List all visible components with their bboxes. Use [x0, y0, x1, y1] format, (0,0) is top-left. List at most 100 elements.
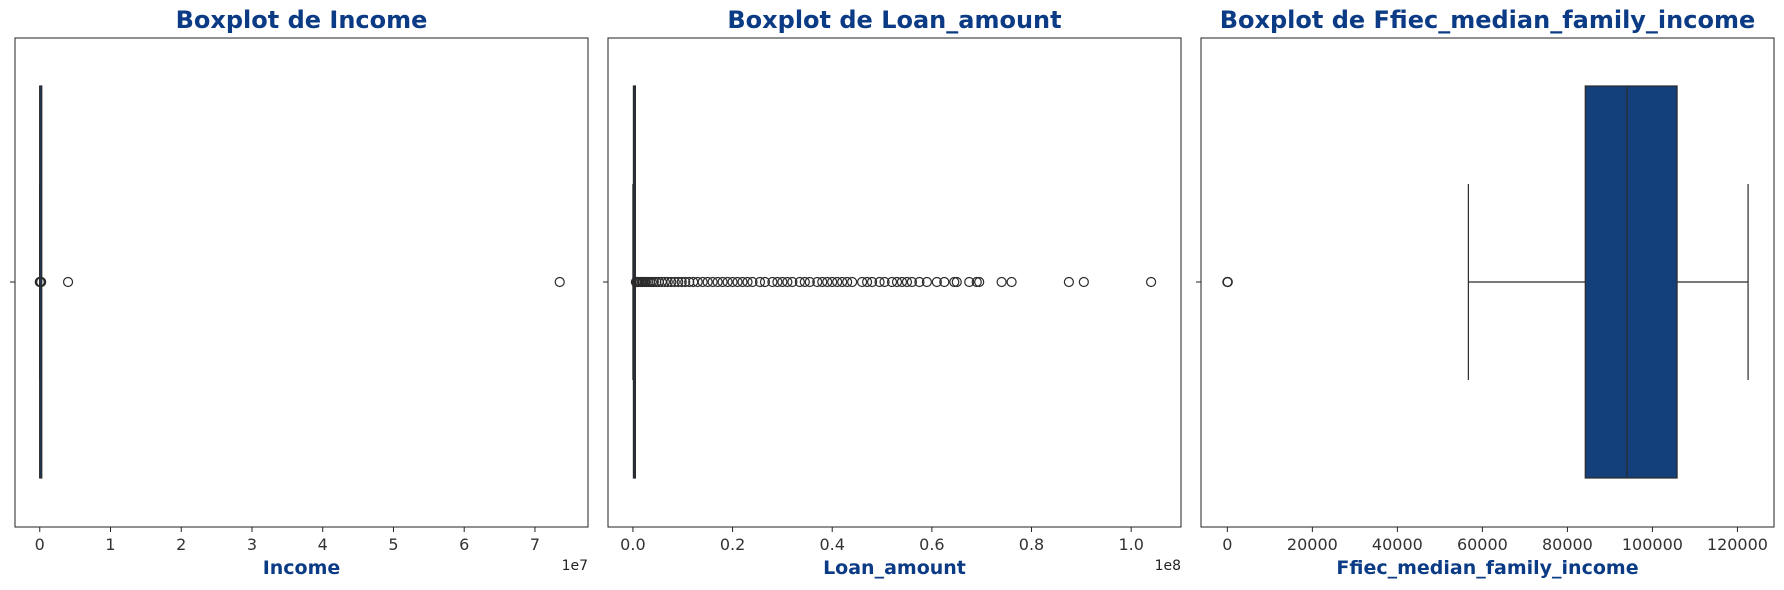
x-axis-ticks: 0 1 2 3 4 5 6 7: [35, 527, 540, 554]
boxplot-marks: [630, 85, 1157, 479]
chart-title: Boxplot de Ffiec_median_family_income: [1220, 6, 1756, 34]
x-tick-label: 20000: [1287, 535, 1338, 554]
outlier-point: [666, 276, 677, 288]
x-tick-label: 0.2: [720, 535, 745, 554]
outlier-point: [891, 276, 903, 288]
outlier-point: [879, 276, 890, 288]
boxplot-marks: [1222, 85, 1749, 479]
outlier-point: [554, 276, 565, 288]
outlier-point: [1078, 276, 1089, 288]
x-tick-label: 0.4: [819, 535, 844, 554]
outlier-point: [1063, 276, 1074, 288]
outlier-point: [697, 276, 708, 288]
x-tick-label: 0.6: [919, 535, 944, 554]
outlier-point: [822, 276, 833, 288]
outlier-point: [707, 276, 718, 288]
outlier-point: [817, 276, 828, 288]
outlier-point: [772, 276, 783, 288]
outlier-point: [673, 276, 684, 288]
x-tick-label: 7: [530, 535, 540, 554]
x-tick-label: 0.8: [1019, 535, 1044, 554]
x-axis-label: Ffiec_median_family_income: [1336, 557, 1638, 579]
outlier-point: [896, 276, 908, 288]
x-tick-label: 4: [318, 535, 328, 554]
outlier-point: [921, 276, 932, 288]
outlier-point: [799, 276, 810, 288]
outlier-point: [939, 276, 950, 288]
outlier-point: [964, 276, 975, 288]
outlier-point: [777, 276, 788, 288]
chart-title: Boxplot de Income: [176, 6, 428, 34]
outlier-point: [787, 276, 798, 288]
x-tick-label: 1.0: [1118, 535, 1143, 554]
outlier-point: [648, 276, 659, 288]
outlier-point: [747, 276, 758, 288]
outlier-point: [931, 276, 942, 288]
x-axis-label: Loan_amount: [823, 557, 966, 579]
outlier-point: [722, 276, 733, 288]
outlier-point: [676, 276, 687, 288]
outlier-point: [680, 276, 691, 288]
outlier-point: [712, 276, 723, 288]
loan-amount-boxplot-panel: Boxplot de Loan_amount 0.0 0.2 0.4 0.6 0.8 1.…: [603, 6, 1182, 579]
outlier-point: [759, 276, 771, 288]
outlier-point: [767, 276, 778, 288]
outlier-point: [62, 276, 74, 288]
plot-frame: [14, 37, 589, 528]
outlier-point: [914, 276, 925, 288]
outlier-point: [702, 276, 713, 288]
x-tick-label: 80000: [1542, 535, 1593, 554]
outlier-point: [662, 276, 673, 288]
outlier-point: [996, 276, 1007, 288]
outlier-point: [1146, 276, 1157, 288]
x-tick-label: 2: [176, 535, 186, 554]
outlier-point: [742, 276, 753, 288]
x-tick-label: 0: [35, 535, 45, 554]
outlier-point: [874, 276, 885, 288]
outlier-point: [692, 276, 703, 288]
outlier-point: [832, 276, 843, 288]
outlier-point: [901, 276, 913, 288]
outlier-point: [906, 276, 918, 288]
outlier-point: [861, 276, 873, 288]
outlier-point: [737, 276, 748, 288]
x-tick-label: 120000: [1707, 535, 1768, 554]
x-tick-label: 40000: [1372, 535, 1423, 554]
x-tick-label: 0: [1222, 535, 1232, 554]
outlier-point: [1006, 276, 1017, 288]
outlier-point: [886, 276, 898, 288]
outlier-point: [717, 276, 728, 288]
outlier-point: [847, 276, 858, 288]
x-tick-label: 6: [459, 535, 469, 554]
outlier-point: [971, 276, 982, 288]
outlier-point: [974, 276, 985, 288]
outlier-point: [659, 276, 670, 288]
x-axis-ticks: 0.0 0.2 0.4 0.6 0.8 1.0: [620, 527, 1144, 554]
x-axis-ticks: 0 20000 40000 60000 80000 100000 120000: [1222, 527, 1768, 554]
x-tick-label: 1: [105, 535, 115, 554]
outlier-point: [857, 276, 868, 288]
boxplot-marks: [34, 85, 565, 479]
x-tick-label: 60000: [1457, 535, 1508, 554]
ffiec-income-boxplot-panel: Boxplot de Ffiec_median_family_income 0 2…: [1196, 6, 1775, 579]
outlier-point: [794, 276, 805, 288]
x-tick-label: 100000: [1622, 535, 1683, 554]
outlier-point: [782, 276, 793, 288]
x-axis-offset-text: 1e8: [1155, 558, 1181, 574]
outlier-point: [842, 276, 853, 288]
x-tick-label: 3: [247, 535, 257, 554]
outlier-point: [36, 276, 47, 288]
outlier-point: [837, 276, 848, 288]
outlier-point: [951, 276, 962, 288]
iqr-box: [1584, 85, 1678, 479]
outlier-point: [827, 276, 838, 288]
x-axis-label: Income: [263, 557, 341, 579]
outlier-point: [866, 276, 878, 288]
outlier-point: [1222, 276, 1233, 288]
outlier-point: [754, 276, 766, 288]
x-axis-offset-text: 1e7: [562, 558, 588, 574]
outlier-point: [727, 276, 738, 288]
outlier-point: [669, 276, 680, 288]
x-tick-label: 0.0: [620, 535, 645, 554]
